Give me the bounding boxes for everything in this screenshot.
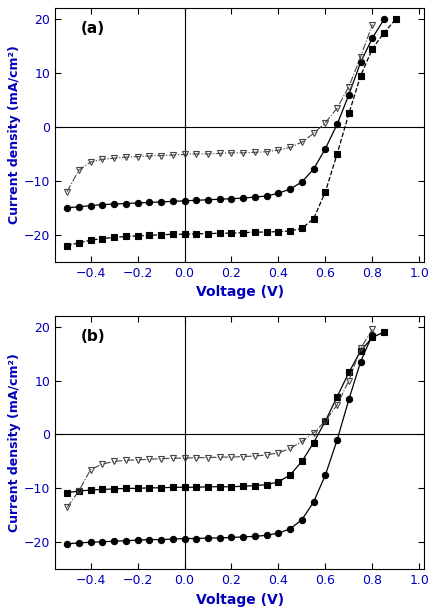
Text: (b): (b) (81, 328, 106, 344)
Text: (a): (a) (81, 21, 105, 36)
X-axis label: Voltage (V): Voltage (V) (196, 285, 284, 299)
Y-axis label: Current density (mA/cm²): Current density (mA/cm²) (8, 353, 21, 532)
Y-axis label: Current density (mA/cm²): Current density (mA/cm²) (8, 46, 21, 224)
X-axis label: Voltage (V): Voltage (V) (196, 593, 284, 606)
